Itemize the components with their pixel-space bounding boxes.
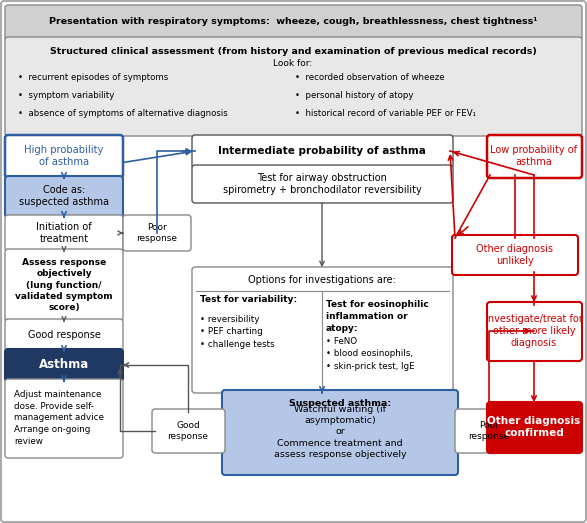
- Text: • reversibility
• PEF charting
• challenge tests: • reversibility • PEF charting • challen…: [200, 315, 275, 349]
- Text: Investigate/treat for
other more likely
diagnosis: Investigate/treat for other more likely …: [485, 314, 583, 348]
- FancyBboxPatch shape: [5, 249, 123, 321]
- Text: Test for variability:: Test for variability:: [200, 295, 297, 304]
- Text: Structured clinical assessment (from history and examination of previous medical: Structured clinical assessment (from his…: [49, 48, 537, 56]
- FancyBboxPatch shape: [452, 235, 578, 275]
- Text: Assess response
objectively
(lung function/
validated symptom
score): Assess response objectively (lung functi…: [15, 258, 113, 312]
- Text: • FeNO
• blood eosinophils,
• skin-prick test, IgE: • FeNO • blood eosinophils, • skin-prick…: [326, 337, 414, 371]
- Text: Test for eosinophilic
inflammation or
atopy:: Test for eosinophilic inflammation or at…: [326, 300, 429, 333]
- Text: Look for:: Look for:: [274, 60, 313, 69]
- Text: Poor
response: Poor response: [468, 421, 510, 441]
- FancyBboxPatch shape: [487, 402, 582, 453]
- FancyBboxPatch shape: [5, 379, 123, 458]
- Text: Intermediate probability of asthma: Intermediate probability of asthma: [218, 146, 426, 156]
- Text: Presentation with respiratory symptoms:  wheeze, cough, breathlessness, chest ti: Presentation with respiratory symptoms: …: [49, 17, 537, 27]
- Text: Initiation of
treatment: Initiation of treatment: [36, 222, 92, 244]
- FancyBboxPatch shape: [5, 319, 123, 351]
- Text: •  recorded observation of wheeze: • recorded observation of wheeze: [295, 74, 444, 83]
- Text: Good response: Good response: [28, 330, 100, 340]
- Text: Options for investigations are:: Options for investigations are:: [248, 275, 396, 285]
- Text: Code as:
suspected asthma: Code as: suspected asthma: [19, 185, 109, 207]
- Text: Other diagnosis
unlikely: Other diagnosis unlikely: [477, 244, 554, 266]
- Text: •  historical record of variable PEF or FEV₁: • historical record of variable PEF or F…: [295, 109, 476, 119]
- FancyBboxPatch shape: [192, 135, 453, 168]
- FancyBboxPatch shape: [152, 409, 225, 453]
- Text: •  absence of symptoms of alternative diagnosis: • absence of symptoms of alternative dia…: [18, 109, 228, 119]
- Text: Suspected asthma:: Suspected asthma:: [289, 399, 391, 407]
- Text: Good
response: Good response: [167, 421, 208, 441]
- FancyBboxPatch shape: [192, 165, 453, 203]
- FancyBboxPatch shape: [5, 349, 123, 381]
- FancyBboxPatch shape: [5, 176, 123, 217]
- FancyBboxPatch shape: [455, 409, 523, 453]
- FancyBboxPatch shape: [5, 37, 582, 136]
- Text: •  symptom variability: • symptom variability: [18, 92, 114, 100]
- Text: Other diagnosis
confirmed: Other diagnosis confirmed: [487, 416, 581, 438]
- Text: High probability
of asthma: High probability of asthma: [24, 145, 104, 167]
- Text: •  recurrent episodes of symptoms: • recurrent episodes of symptoms: [18, 74, 168, 83]
- Text: Test for airway obstruction
spirometry + bronchodilator reversibility: Test for airway obstruction spirometry +…: [222, 173, 421, 195]
- FancyBboxPatch shape: [5, 135, 123, 178]
- FancyBboxPatch shape: [192, 267, 453, 393]
- FancyBboxPatch shape: [5, 215, 123, 251]
- Text: •  personal history of atopy: • personal history of atopy: [295, 92, 413, 100]
- FancyBboxPatch shape: [487, 302, 582, 361]
- Text: Watchful waiting (if
asymptomatic)
or
Commence treatment and
assess response obj: Watchful waiting (if asymptomatic) or Co…: [274, 405, 406, 459]
- Text: Asthma: Asthma: [39, 358, 89, 371]
- Text: Adjust maintenance
dose. Provide self-
management advice
Arrange on-going
review: Adjust maintenance dose. Provide self- m…: [14, 390, 104, 446]
- FancyBboxPatch shape: [123, 215, 191, 251]
- FancyBboxPatch shape: [222, 390, 458, 475]
- Text: Low probability of
asthma: Low probability of asthma: [491, 145, 578, 167]
- Text: Poor
response: Poor response: [137, 223, 177, 243]
- FancyBboxPatch shape: [5, 5, 582, 40]
- FancyBboxPatch shape: [487, 135, 582, 178]
